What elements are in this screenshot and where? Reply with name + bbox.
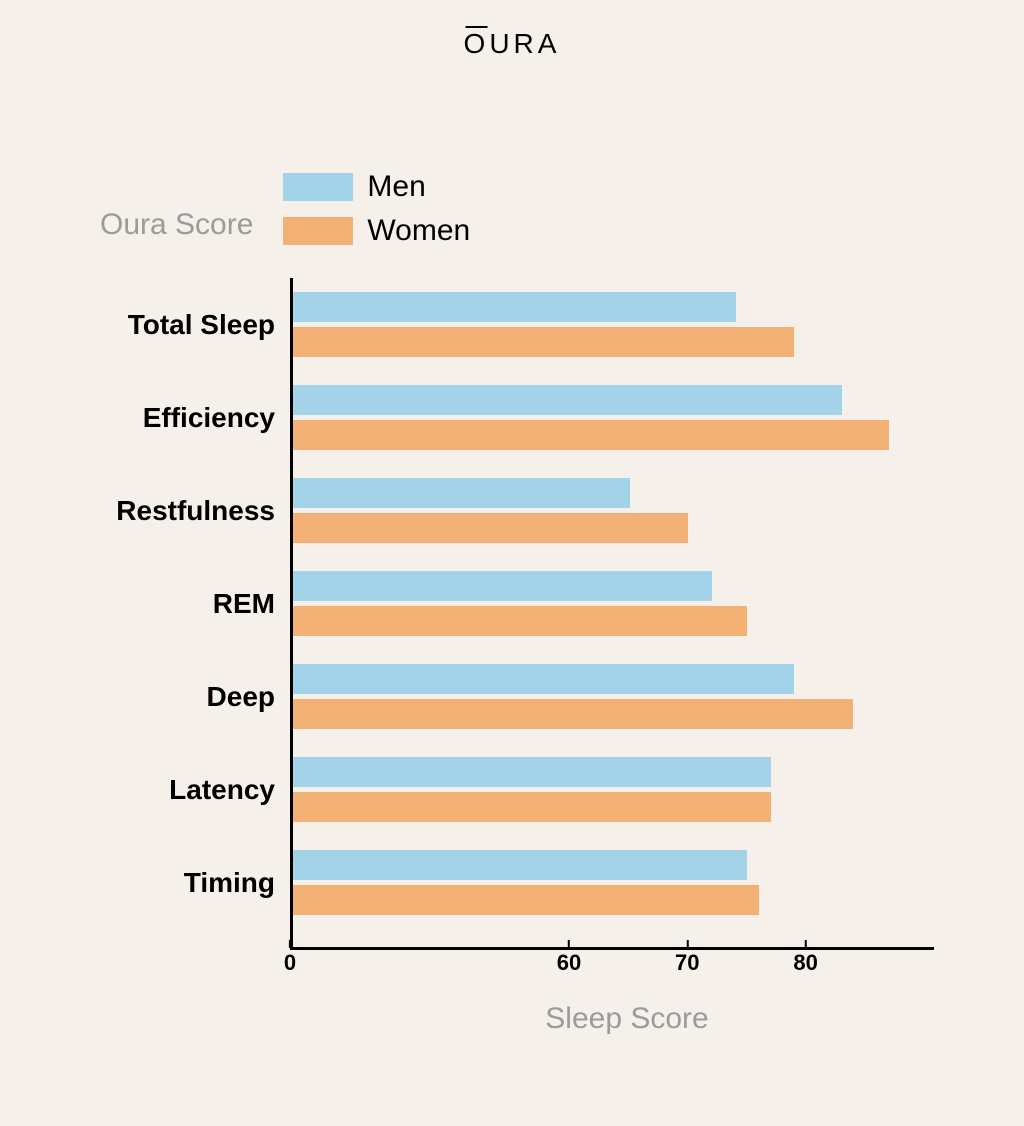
category-label: Deep — [63, 681, 293, 713]
x-tick-label: 60 — [557, 950, 581, 976]
brand-text: URA — [489, 28, 560, 59]
category-label: Efficiency — [63, 402, 293, 434]
sleep-score-chart: Oura Score Men Women Total Sleep Efficienc… — [60, 170, 964, 1066]
legend: Oura Score Men Women — [100, 170, 964, 248]
bar-group: Deep — [293, 664, 924, 729]
category-label: Restfulness — [63, 495, 293, 527]
bar-women — [293, 792, 771, 822]
legend-label-women: Women — [367, 214, 470, 248]
x-tick-label: 80 — [793, 950, 817, 976]
category-label: Timing — [63, 867, 293, 899]
bar-men — [293, 571, 712, 601]
x-axis-title: Sleep Score — [290, 1002, 964, 1036]
legend-swatch-men — [283, 173, 353, 201]
bar-women — [293, 606, 747, 636]
brand-logo: OURA — [464, 28, 561, 60]
x-tick-label: 70 — [675, 950, 699, 976]
bar-men — [293, 757, 771, 787]
plot-area: Total Sleep Efficiency Restfulness REM Deep L… — [290, 278, 924, 978]
bar-men — [293, 478, 630, 508]
x-tick: 70 — [675, 950, 699, 976]
bar-women — [293, 327, 794, 357]
legend-item-women: Women — [283, 214, 470, 248]
x-tick: 60 — [557, 950, 581, 976]
bar-men — [293, 664, 794, 694]
legend-label-men: Men — [367, 170, 425, 204]
bar-women — [293, 885, 759, 915]
bar-group: Timing — [293, 850, 924, 915]
bar-men — [293, 850, 747, 880]
y-axis-title: Oura Score — [100, 208, 253, 242]
bar-men — [293, 385, 842, 415]
bar-women — [293, 420, 889, 450]
x-tick: 0 — [284, 950, 296, 976]
bar-women — [293, 699, 853, 729]
bar-group: Restfulness — [293, 478, 924, 543]
bar-men — [293, 292, 736, 322]
category-label: Latency — [63, 774, 293, 806]
x-tick-mark — [686, 940, 688, 948]
bar-group: Total Sleep — [293, 292, 924, 357]
x-tick-mark — [805, 940, 807, 948]
category-label: REM — [63, 588, 293, 620]
x-tick: 80 — [793, 950, 817, 976]
x-tick-mark — [568, 940, 570, 948]
bar-group: REM — [293, 571, 924, 636]
x-tick-label: 0 — [284, 950, 296, 976]
category-label: Total Sleep — [63, 309, 293, 341]
bar-women — [293, 513, 688, 543]
bar-group: Efficiency — [293, 385, 924, 450]
bar-group: Latency — [293, 757, 924, 822]
x-tick-mark — [289, 940, 291, 948]
legend-item-men: Men — [283, 170, 470, 204]
legend-swatch-women — [283, 217, 353, 245]
